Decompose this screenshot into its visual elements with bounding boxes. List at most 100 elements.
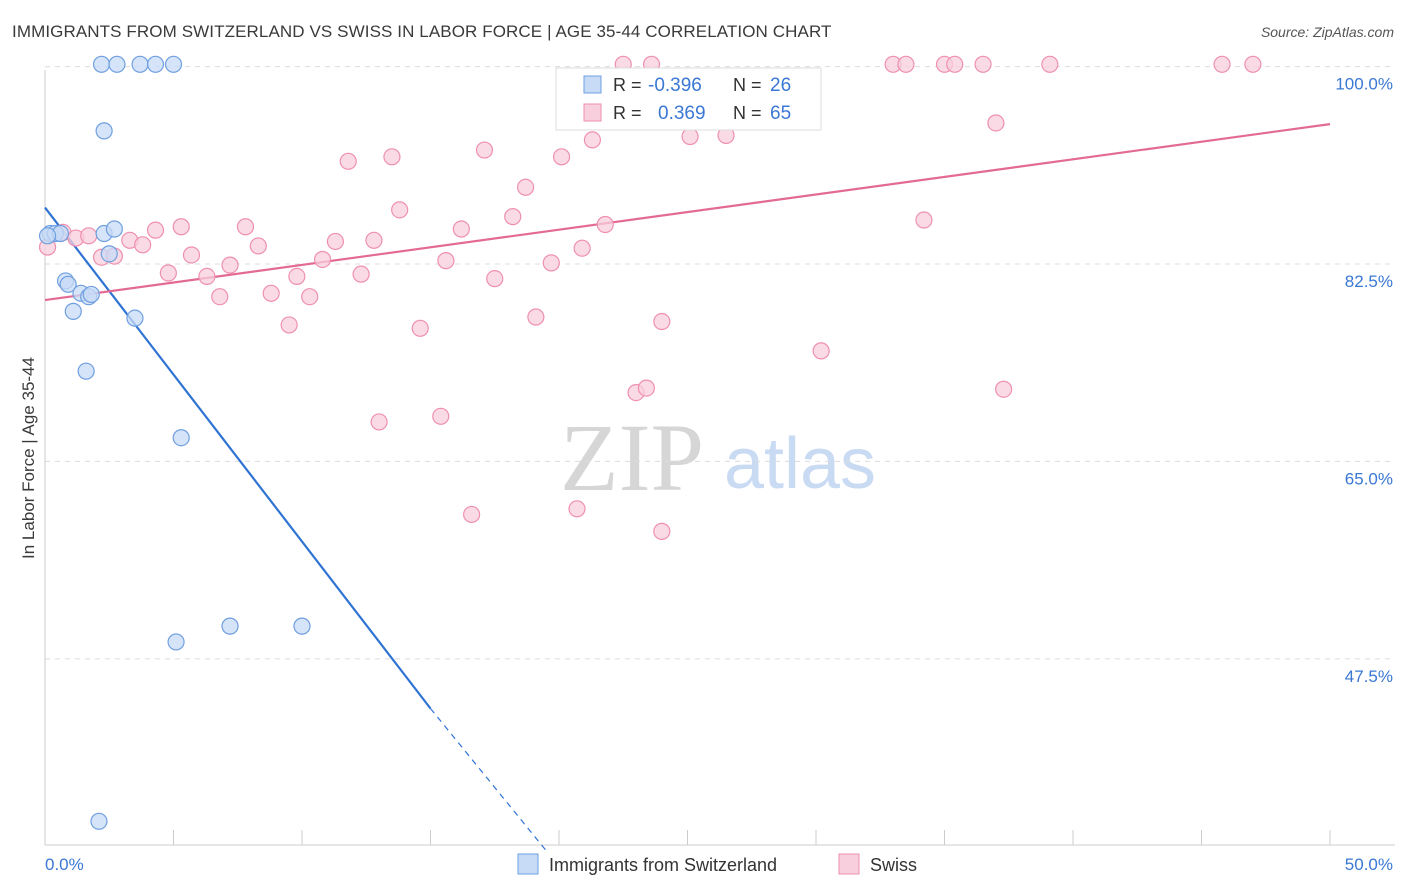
y-tick-label: 47.5% (1345, 667, 1393, 686)
point-immigrants (293, 617, 311, 635)
point-immigrants (100, 245, 118, 263)
stats-n-value-blue: 26 (770, 75, 791, 96)
point-swiss (812, 342, 830, 360)
legend-swatch-swiss (838, 853, 860, 875)
point-swiss (542, 254, 560, 272)
stats-n-value-pink: 65 (770, 103, 791, 124)
x-axis-ticks (173, 830, 1331, 845)
point-swiss (249, 237, 267, 255)
point-swiss (475, 141, 494, 159)
point-swiss (411, 319, 429, 337)
point-swiss (463, 505, 481, 524)
source-label: Source: ZipAtlas.com (1260, 24, 1394, 40)
bottom-legend: Immigrants from Switzerland Swiss (517, 853, 917, 875)
point-swiss (1213, 55, 1231, 73)
legend-label-immigrants: Immigrants from Switzerland (549, 855, 777, 875)
point-swiss (301, 288, 319, 306)
point-swiss (681, 127, 699, 146)
point-swiss (637, 379, 655, 397)
point-swiss (452, 220, 470, 238)
point-immigrants (221, 617, 239, 635)
watermark-zip: ZIP (560, 404, 704, 511)
stats-swatch-pink (583, 103, 602, 122)
y-tick-label: 100.0% (1335, 75, 1393, 94)
point-swiss (568, 500, 586, 518)
point-swiss (946, 55, 964, 73)
point-swiss (653, 522, 671, 540)
trend-line-swiss (44, 123, 1331, 302)
point-swiss (527, 308, 545, 326)
point-swiss (653, 312, 671, 331)
stats-swatch-blue (583, 75, 602, 94)
point-swiss (134, 236, 152, 254)
y-tick-labels: 47.5% 65.0% 82.5% 100.0% (1335, 75, 1393, 686)
point-immigrants (105, 220, 123, 238)
point-swiss (262, 284, 280, 302)
point-immigrants (146, 55, 165, 73)
point-swiss (370, 413, 388, 431)
y-tick-label: 82.5% (1345, 272, 1393, 291)
point-swiss (339, 152, 357, 170)
point-swiss (995, 380, 1013, 398)
y-axis-label: In Labor Force | Age 35-44 (19, 357, 38, 559)
point-swiss (365, 231, 383, 249)
point-swiss (915, 211, 933, 229)
stats-n-label-pink: N = (733, 103, 762, 123)
point-swiss (437, 252, 455, 270)
point-immigrants (38, 227, 57, 245)
watermark-atlas: atlas (724, 424, 876, 504)
point-immigrants (164, 55, 183, 73)
point-swiss (172, 218, 190, 236)
gridlines (45, 66, 1395, 660)
point-swiss (391, 201, 409, 219)
point-immigrants (108, 55, 126, 73)
point-swiss (504, 208, 522, 226)
stats-r-value-pink: 0.369 (658, 103, 706, 124)
point-swiss (221, 256, 239, 274)
point-swiss (596, 215, 614, 234)
x-tick-label-max: 50.0% (1345, 855, 1393, 874)
point-swiss (1244, 55, 1262, 73)
point-swiss (326, 232, 345, 251)
data-points (38, 55, 1262, 830)
point-swiss (383, 148, 401, 166)
point-swiss (974, 55, 992, 73)
point-swiss (516, 178, 535, 196)
x-tick-label-min: 0.0% (45, 855, 84, 874)
point-immigrants (92, 55, 111, 73)
trend-line-extension (430, 708, 547, 852)
point-immigrants (167, 633, 185, 651)
watermark: ZIP atlas (560, 404, 876, 511)
point-swiss (352, 265, 370, 283)
point-swiss (182, 246, 201, 264)
trend-lines (44, 123, 1331, 852)
point-immigrants (59, 275, 77, 293)
point-immigrants (90, 812, 108, 830)
point-swiss (987, 114, 1005, 132)
point-swiss (432, 407, 450, 425)
point-swiss (583, 131, 602, 149)
point-swiss (552, 148, 571, 166)
y-tick-label: 65.0% (1345, 469, 1393, 488)
point-swiss (236, 218, 255, 236)
point-swiss (159, 264, 177, 282)
stats-legend: R = -0.396 N = 26 R = 0.369 N = 65 (555, 67, 822, 131)
point-swiss (198, 267, 216, 286)
point-swiss (313, 250, 332, 269)
point-immigrants (95, 122, 113, 140)
point-swiss (80, 227, 98, 245)
point-swiss (573, 239, 591, 257)
chart-title: IMMIGRANTS FROM SWITZERLAND VS SWISS IN … (12, 22, 832, 41)
point-swiss (897, 55, 915, 73)
point-swiss (1041, 55, 1059, 73)
point-immigrants (64, 302, 82, 320)
point-swiss (486, 270, 504, 288)
point-immigrants (82, 285, 100, 304)
point-swiss (211, 288, 229, 306)
point-immigrants (77, 362, 95, 380)
point-swiss (280, 316, 298, 334)
point-immigrants (126, 309, 144, 327)
stats-r-value-blue: -0.396 (648, 75, 702, 96)
stats-n-label-blue: N = (733, 75, 762, 95)
